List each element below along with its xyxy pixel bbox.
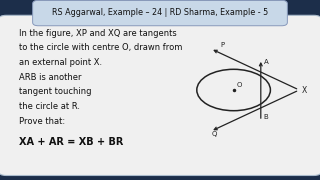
Text: P: P <box>220 42 224 48</box>
Text: O: O <box>236 82 242 88</box>
Text: In the figure, XP and XQ are tangents: In the figure, XP and XQ are tangents <box>19 29 177 38</box>
Text: XA + AR = XB + BR: XA + AR = XB + BR <box>19 137 124 147</box>
Text: an external point X.: an external point X. <box>19 58 102 67</box>
Text: B: B <box>263 114 268 120</box>
Text: tangent touching: tangent touching <box>19 87 92 96</box>
Text: A: A <box>264 59 269 65</box>
Text: ARB is another: ARB is another <box>19 73 82 82</box>
FancyBboxPatch shape <box>33 0 287 26</box>
Text: to the circle with centre O, drawn from: to the circle with centre O, drawn from <box>19 43 183 52</box>
Text: X: X <box>302 86 307 94</box>
Text: the circle at R.: the circle at R. <box>19 102 80 111</box>
Text: Q: Q <box>212 131 217 137</box>
Text: RS Aggarwal, Example – 24 | RD Sharma, Example - 5: RS Aggarwal, Example – 24 | RD Sharma, E… <box>52 8 268 17</box>
FancyBboxPatch shape <box>0 15 320 176</box>
Text: Prove that:: Prove that: <box>19 117 65 126</box>
